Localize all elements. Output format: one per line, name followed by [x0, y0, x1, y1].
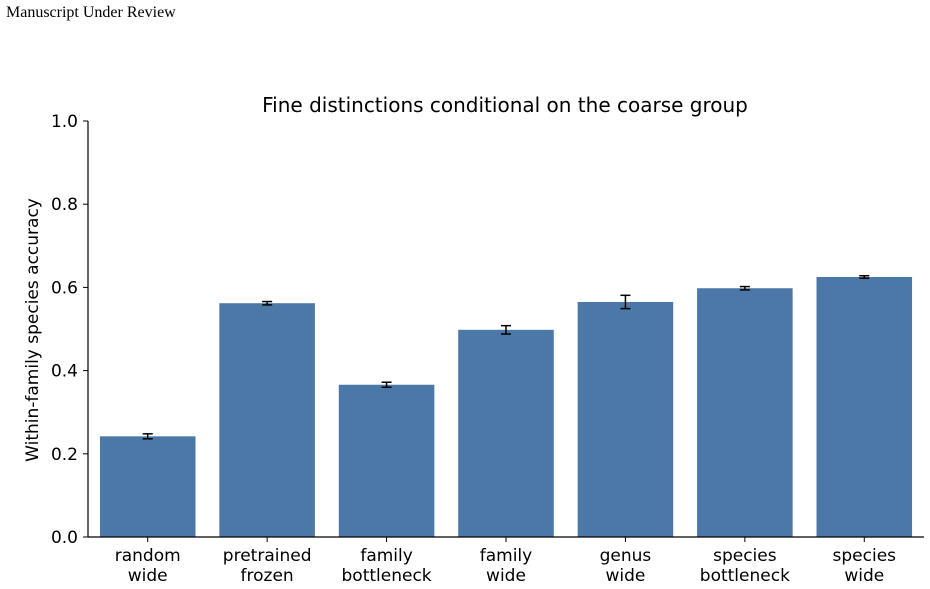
y-tick-label: 0.2 — [51, 445, 78, 465]
bar — [458, 329, 554, 537]
x-tick-label: bottleneck — [700, 566, 790, 586]
x-tick-label: wide — [844, 566, 884, 586]
x-tick-label: family — [360, 546, 412, 566]
plot-area: randomwidepretrainedfrozenfamilybottlene… — [51, 112, 924, 586]
chart-title: Fine distinctions conditional on the coa… — [262, 93, 748, 117]
bar — [697, 288, 793, 537]
y-axis-label: Within-family species accuracy — [23, 198, 43, 462]
x-tick-label: pretrained — [223, 546, 312, 566]
bar — [577, 301, 674, 537]
x-tick-label: frozen — [241, 566, 294, 586]
x-tick-label: wide — [486, 566, 526, 586]
bar — [99, 436, 196, 537]
x-tick-label: species — [833, 546, 897, 566]
y-tick-label: 0.6 — [51, 278, 78, 298]
y-tick-label: 0.4 — [51, 362, 78, 382]
x-tick-label: genus — [600, 546, 652, 566]
y-tick-label: 0.0 — [51, 528, 78, 548]
x-tick-label: wide — [605, 566, 645, 586]
y-tick-label: 0.8 — [51, 195, 78, 215]
x-tick-label: bottleneck — [342, 566, 432, 586]
bar — [816, 277, 913, 537]
page-header: Manuscript Under Review — [6, 4, 176, 21]
x-tick-label: family — [480, 546, 532, 566]
bar — [338, 384, 435, 537]
bar — [219, 303, 315, 537]
x-tick-label: wide — [128, 566, 168, 586]
y-tick-label: 1.0 — [51, 112, 78, 132]
x-tick-label: species — [713, 546, 777, 566]
x-tick-label: random — [115, 546, 181, 566]
